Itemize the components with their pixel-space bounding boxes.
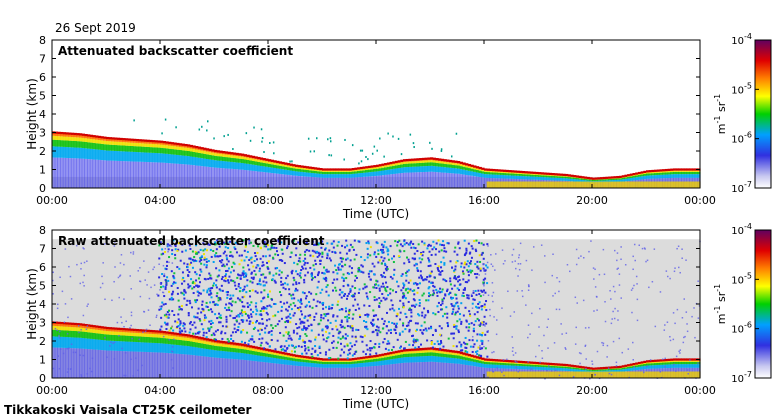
panel-title: Raw attenuated backscatter coefficient — [58, 234, 325, 248]
x-tick-label: 04:00 — [144, 384, 176, 397]
x-tick-label: 16:00 — [468, 194, 500, 207]
backscatter-field — [52, 118, 701, 188]
x-axis-label: Time (UTC) — [342, 397, 409, 411]
y-tick-label: 8 — [39, 224, 46, 237]
y-tick-label: 7 — [39, 243, 46, 256]
colorbar-tick-label: 10-6 — [731, 321, 752, 336]
colorbar-scale — [754, 39, 772, 189]
panel-attenuated-backscatter: Attenuated backscatter coefficient 0 1 2 3 4 5… — [25, 32, 772, 221]
x-tick-label: 16:00 — [468, 384, 500, 397]
x-tick-label: 00:00 — [36, 384, 68, 397]
x-tick-label: 08:00 — [252, 384, 284, 397]
date-label: 26 Sept 2019 — [55, 21, 136, 35]
colorbar-tick-label: 10-4 — [731, 32, 752, 47]
colorbar-scale — [754, 229, 772, 379]
x-tick-label: 20:00 — [576, 194, 608, 207]
colorbar-tick-label: 10-7 — [731, 180, 752, 195]
y-tick-label: 6 — [39, 71, 46, 84]
colorbar-tick-label: 10-6 — [731, 131, 752, 146]
colorbar-tick-label: 10-5 — [731, 271, 752, 286]
y-tick-label: 2 — [39, 335, 46, 348]
y-tick-label: 4 — [39, 108, 46, 121]
x-tick-label: 00:00 — [684, 384, 716, 397]
y-tick-label: 3 — [39, 317, 46, 330]
panel-raw-attenuated-backscatter: Raw attenuated backscatter coefficient 0 1… — [25, 222, 772, 411]
x-tick-label: 12:00 — [360, 384, 392, 397]
y-tick-label: 5 — [39, 90, 46, 103]
colorbar: 10-7 10-6 10-5 10-4 m-1 sr-1 — [713, 222, 772, 385]
x-tick-label: 04:00 — [144, 194, 176, 207]
y-tick-label: 3 — [39, 127, 46, 140]
colorbar: 10-7 10-6 10-5 10-4 m-1 sr-1 — [713, 32, 772, 195]
x-tick-label: 00:00 — [36, 194, 68, 207]
y-tick-label: 1 — [39, 354, 46, 367]
y-tick-label: 6 — [39, 261, 46, 274]
y-tick-label: 8 — [39, 34, 46, 47]
x-tick-label: 08:00 — [252, 194, 284, 207]
x-axis-label: Time (UTC) — [342, 207, 409, 221]
y-tick-label: 1 — [39, 164, 46, 177]
y-axis-label: Height (km) — [25, 78, 39, 149]
backscatter-field — [52, 239, 701, 380]
y-tick-label: 7 — [39, 53, 46, 66]
y-axis-label: Height (km) — [25, 268, 39, 339]
y-tick-label: 2 — [39, 145, 46, 158]
x-tick-label: 00:00 — [684, 194, 716, 207]
colorbar-tick-label: 10-4 — [731, 222, 752, 237]
y-tick-label: 5 — [39, 280, 46, 293]
colorbar-tick-label: 10-7 — [731, 370, 752, 385]
x-tick-label: 12:00 — [360, 194, 392, 207]
y-tick-label: 0 — [39, 182, 46, 195]
panel-title: Attenuated backscatter coefficient — [58, 44, 293, 58]
y-tick-label: 0 — [39, 372, 46, 385]
x-tick-label: 20:00 — [576, 384, 608, 397]
colorbar-unit-label: m-1 sr-1 — [713, 94, 728, 134]
y-tick-label: 4 — [39, 298, 46, 311]
instrument-label: Tikkakoski Vaisala CT25K ceilometer — [4, 403, 252, 417]
colorbar-tick-label: 10-5 — [731, 81, 752, 96]
colorbar-unit-label: m-1 sr-1 — [713, 284, 728, 324]
